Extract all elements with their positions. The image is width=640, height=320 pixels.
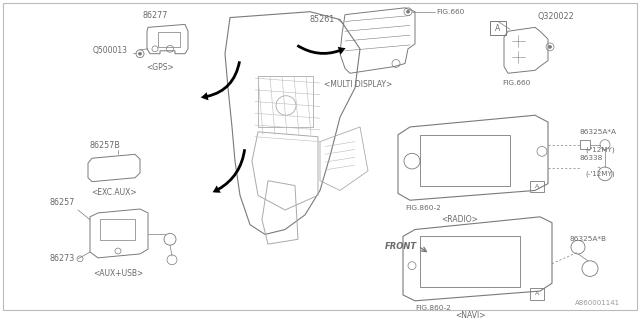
- Text: <NAVI>: <NAVI>: [455, 311, 485, 320]
- Bar: [530, 181, 544, 192]
- Bar: [420, 135, 510, 186]
- FancyArrowPatch shape: [212, 149, 246, 193]
- Bar: [530, 288, 544, 300]
- Text: <RADIO>: <RADIO>: [442, 215, 479, 224]
- Text: Q500013: Q500013: [93, 46, 128, 55]
- Text: Q320022: Q320022: [538, 12, 575, 21]
- Text: 85261: 85261: [310, 15, 335, 24]
- Text: A: A: [495, 24, 500, 33]
- Text: <MULTI DISPLAY>: <MULTI DISPLAY>: [324, 80, 392, 89]
- Text: FIG.660: FIG.660: [502, 80, 530, 86]
- Text: FIG.660: FIG.660: [436, 9, 465, 15]
- Text: FRONT: FRONT: [385, 242, 417, 251]
- Text: 86325A*B: 86325A*B: [570, 236, 607, 242]
- Text: A: A: [535, 292, 539, 297]
- Text: 86273: 86273: [50, 254, 75, 263]
- Circle shape: [138, 52, 141, 55]
- FancyArrowPatch shape: [296, 44, 346, 55]
- Text: <AUX+USB>: <AUX+USB>: [93, 268, 143, 277]
- Text: 86277: 86277: [142, 11, 168, 20]
- Text: A: A: [535, 184, 539, 189]
- Text: FIG.860-2: FIG.860-2: [415, 305, 451, 311]
- Text: A860001141: A860001141: [575, 300, 620, 306]
- Text: <GPS>: <GPS>: [146, 62, 174, 71]
- Text: 86338: 86338: [580, 155, 604, 161]
- Text: 86257: 86257: [50, 198, 75, 207]
- Circle shape: [406, 10, 410, 13]
- Bar: [258, 76, 313, 127]
- Bar: [490, 21, 506, 35]
- Circle shape: [548, 45, 552, 48]
- Text: (-'12MY): (-'12MY): [585, 147, 614, 153]
- Text: <EXC.AUX>: <EXC.AUX>: [91, 188, 137, 196]
- Text: FIG.860-2: FIG.860-2: [405, 205, 441, 211]
- Text: 86325A*A: 86325A*A: [580, 129, 617, 135]
- FancyArrowPatch shape: [201, 61, 241, 100]
- Bar: [100, 219, 135, 240]
- Bar: [580, 140, 590, 149]
- Text: 86257B: 86257B: [90, 141, 121, 150]
- Text: (-'12MY): (-'12MY): [585, 171, 614, 177]
- Bar: [420, 236, 520, 287]
- Bar: [158, 32, 180, 47]
